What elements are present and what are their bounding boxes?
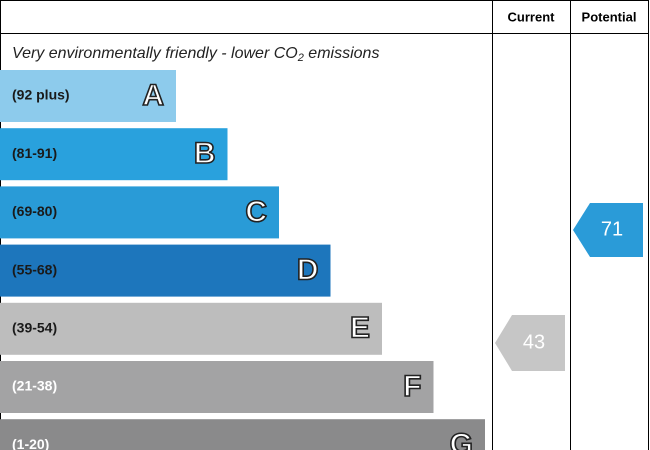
band-letter: C	[245, 195, 267, 228]
band-range: (21-38)	[12, 378, 57, 394]
band-letter: G	[450, 428, 473, 450]
band-bar	[0, 128, 228, 181]
subtitle-text: Very environmentally friendly - lower CO	[12, 45, 298, 62]
band-range: (81-91)	[12, 145, 57, 161]
band-letter: F	[403, 370, 421, 403]
band-bar	[0, 361, 434, 413]
subtitle: Very environmentally friendly - lower CO…	[12, 45, 379, 64]
band-range: (1-20)	[12, 436, 49, 450]
current-arrow	[495, 315, 565, 371]
band-bar	[0, 302, 382, 355]
band-letter: B	[194, 137, 216, 170]
subtitle-text: emissions	[304, 45, 380, 62]
bands: (92 plus) A (81-91) B (69-80) C (55-68) D (39-54…	[0, 70, 485, 450]
current-value: 43	[523, 331, 545, 353]
potential-value: 71	[601, 218, 623, 240]
subtitle-subscript: 2	[297, 52, 304, 64]
band-letter: A	[142, 79, 164, 112]
band-letter: E	[350, 312, 370, 345]
band-bar	[0, 244, 331, 297]
band-bar	[0, 419, 485, 450]
current-header: Current	[508, 9, 556, 24]
band-range: (92 plus)	[12, 87, 70, 103]
potential-header: Potential	[582, 9, 637, 24]
band-bar	[0, 70, 176, 122]
band-range: (55-68)	[12, 261, 57, 277]
band-letter: D	[297, 254, 319, 287]
potential-arrow	[573, 203, 643, 257]
band-range: (39-54)	[12, 320, 57, 336]
band-bar	[0, 186, 279, 239]
band-range: (69-80)	[12, 203, 57, 219]
